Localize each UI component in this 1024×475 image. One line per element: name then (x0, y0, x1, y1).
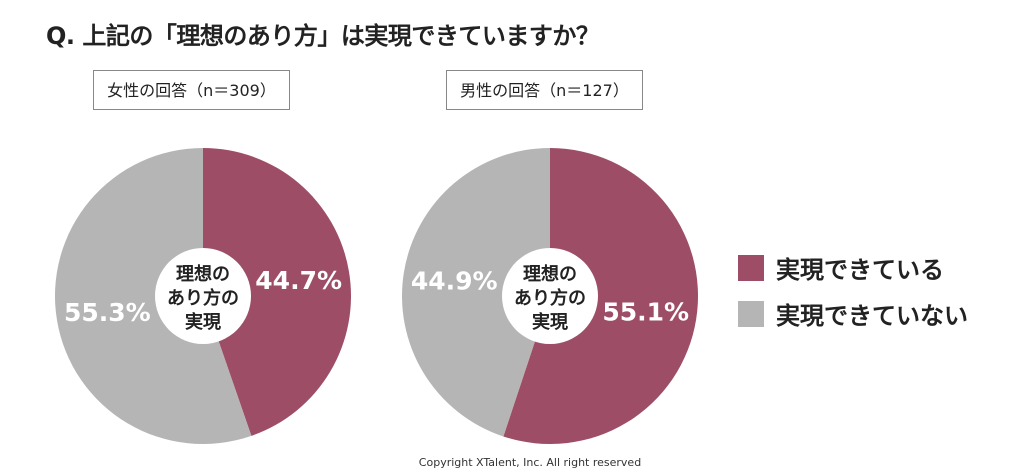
legend-label-not-achieved: 実現できていない (776, 302, 968, 330)
center-label-1-0: 理想の (523, 263, 577, 285)
data-label-0-0: 44.7% (255, 266, 342, 295)
chart-title: Q. 上記の「理想のあり方」は実現できていますか？ (46, 22, 600, 50)
male-subtitle: 男性の回答（n＝127） (446, 70, 643, 110)
pie-slice-1-1 (402, 148, 550, 437)
pie-slice-0-0 (203, 148, 352, 436)
data-label-0-1: 55.3% (64, 298, 151, 327)
center-label-0-1: あり方の (167, 287, 239, 309)
center-label-1-1: あり方の (514, 287, 586, 309)
legend-swatch-not-achieved (738, 300, 764, 327)
pie-slice-1-0 (503, 148, 698, 444)
center-label-0-2: 実現 (185, 311, 221, 333)
donut-hole-1 (502, 248, 598, 344)
donut-hole-0 (155, 248, 251, 344)
center-label-0-0: 理想の (176, 263, 230, 285)
female-subtitle: 女性の回答（n＝309） (93, 70, 290, 110)
pie-slice-0-1 (55, 148, 252, 444)
legend-item-achieved: 実現できている (738, 250, 944, 285)
copyright: Copyright XTalent, Inc. All right reserv… (418, 456, 642, 469)
legend-swatch-achieved (738, 254, 764, 281)
legend-item-not-achieved: 実現できていない (738, 296, 968, 331)
legend-label-achieved: 実現できている (776, 256, 944, 284)
data-label-1-1: 44.9% (411, 267, 498, 296)
center-label-1-2: 実現 (532, 311, 568, 333)
data-label-1-0: 55.1% (602, 297, 689, 326)
